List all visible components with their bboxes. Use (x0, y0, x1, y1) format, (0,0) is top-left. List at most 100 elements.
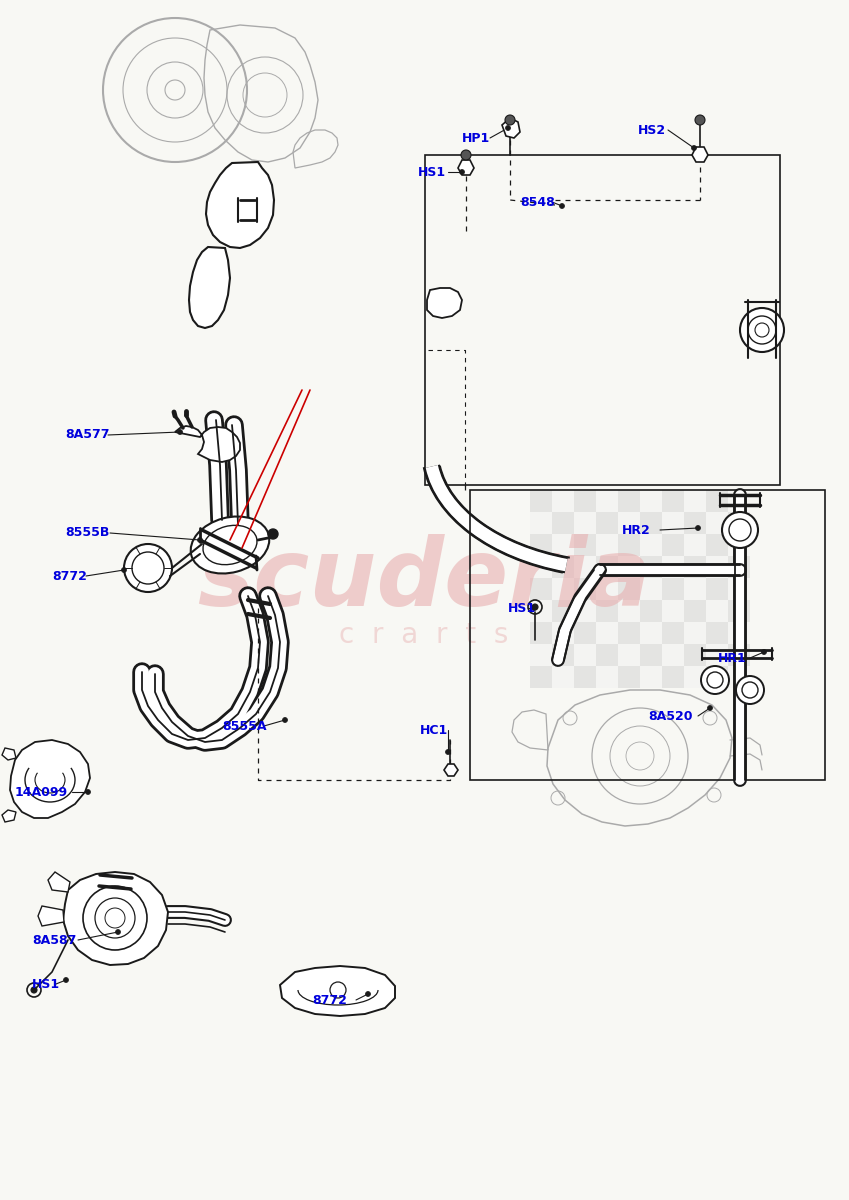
Bar (618, 600, 640, 622)
Circle shape (707, 706, 712, 710)
Bar (640, 490, 662, 512)
Bar (640, 666, 662, 688)
Text: 8A577: 8A577 (65, 428, 110, 442)
Bar (640, 556, 662, 578)
Circle shape (505, 115, 515, 125)
Bar (684, 490, 706, 512)
Bar (618, 644, 640, 666)
Polygon shape (206, 162, 274, 248)
Polygon shape (2, 748, 16, 760)
Text: HS1: HS1 (32, 978, 60, 990)
Polygon shape (502, 118, 520, 138)
Text: HR1: HR1 (718, 652, 747, 665)
Bar (530, 600, 552, 622)
Bar (640, 600, 662, 622)
Bar (728, 644, 750, 666)
Bar (596, 512, 618, 534)
Bar (684, 622, 706, 644)
Bar (640, 622, 662, 644)
Text: HC1: HC1 (420, 724, 448, 737)
Text: HS2: HS2 (638, 124, 666, 137)
Polygon shape (2, 810, 16, 822)
Text: 14A099: 14A099 (15, 786, 68, 798)
Bar (728, 600, 750, 622)
Bar (618, 622, 640, 644)
Bar (618, 534, 640, 556)
Polygon shape (444, 764, 458, 776)
Bar (728, 512, 750, 534)
Bar (706, 512, 728, 534)
Bar (728, 666, 750, 688)
Bar (574, 578, 596, 600)
Bar (574, 600, 596, 622)
Circle shape (115, 930, 121, 935)
Text: HP1: HP1 (462, 132, 490, 144)
Bar (618, 512, 640, 534)
Circle shape (268, 529, 278, 539)
Bar (728, 534, 750, 556)
Circle shape (198, 538, 203, 542)
Text: HS1: HS1 (418, 166, 446, 179)
Text: HR2: HR2 (622, 523, 650, 536)
Bar (574, 644, 596, 666)
Bar (640, 644, 662, 666)
Polygon shape (38, 906, 64, 926)
Polygon shape (10, 740, 90, 818)
Bar (706, 600, 728, 622)
Bar (706, 534, 728, 556)
Polygon shape (48, 872, 70, 892)
Bar (662, 600, 684, 622)
Circle shape (446, 750, 451, 755)
Bar (552, 512, 574, 534)
Text: HS1: HS1 (508, 601, 536, 614)
Bar (596, 578, 618, 600)
Circle shape (559, 204, 565, 209)
Polygon shape (189, 247, 230, 328)
Bar (552, 622, 574, 644)
Bar (596, 490, 618, 512)
Circle shape (283, 718, 288, 722)
Bar (662, 622, 684, 644)
Bar (530, 556, 552, 578)
Circle shape (695, 115, 705, 125)
Bar (640, 578, 662, 600)
Text: scuderia: scuderia (197, 534, 651, 626)
Bar (574, 666, 596, 688)
Circle shape (83, 886, 147, 950)
Bar (662, 490, 684, 512)
Bar (596, 644, 618, 666)
Bar (596, 666, 618, 688)
Bar (530, 534, 552, 556)
Bar (684, 644, 706, 666)
Circle shape (762, 649, 767, 654)
Bar (684, 512, 706, 534)
Bar (662, 556, 684, 578)
Polygon shape (692, 146, 708, 162)
Polygon shape (280, 966, 395, 1016)
Ellipse shape (191, 516, 269, 574)
Bar (530, 622, 552, 644)
Polygon shape (427, 288, 462, 318)
Bar (662, 666, 684, 688)
Bar (596, 534, 618, 556)
Bar (530, 644, 552, 666)
Bar (530, 512, 552, 534)
Circle shape (531, 606, 537, 611)
Circle shape (736, 676, 764, 704)
Bar (706, 556, 728, 578)
Circle shape (532, 604, 538, 610)
Bar (640, 512, 662, 534)
Bar (530, 578, 552, 600)
Circle shape (740, 308, 784, 352)
Circle shape (64, 978, 69, 983)
Polygon shape (458, 160, 474, 175)
Polygon shape (175, 426, 240, 462)
Text: 8555B: 8555B (65, 527, 110, 540)
Bar (662, 578, 684, 600)
Bar (728, 578, 750, 600)
Bar (684, 578, 706, 600)
Circle shape (366, 991, 370, 996)
Bar (425, 155, 780, 485)
Bar (662, 512, 684, 534)
Bar (596, 622, 618, 644)
